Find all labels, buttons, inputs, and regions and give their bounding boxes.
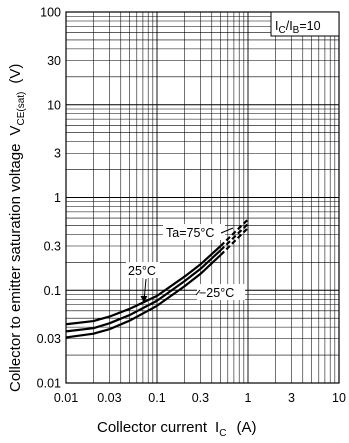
x-tick-labels: 0.01 0.03 0.1 0.3 1 3 10 [54,391,346,405]
leader-25-arrow [140,296,148,303]
x-tick-label: 3 [288,391,295,405]
y-tick-label: 0.03 [37,332,61,346]
plot-frame [65,11,340,384]
y-tick-label: 0.3 [44,239,61,253]
series-line-dashed-2 [219,227,249,256]
label-bg-75 [163,224,225,240]
curves [65,218,249,339]
y-tick-label: 3 [54,147,61,161]
condition-box [270,11,340,37]
y-axis-title: Collector to emitter saturation voltageV… [7,64,27,392]
grid [66,12,339,383]
series-label-75: Ta=75°C [166,226,214,240]
label-bg-25 [126,262,160,278]
y-tick-label: 1 [54,191,61,205]
series-line-0 [65,245,222,326]
x-axis-title: Collector current IC (A) [97,419,256,439]
x-tick-label: 10 [332,391,346,405]
series-line-dashed-0 [219,218,249,247]
x-tick-label: 0.3 [192,391,209,405]
y-tick-label: 30 [47,54,61,68]
series-line-dashed-1 [219,223,249,252]
y-tick-labels: 100 30 10 3 1 0.3 0.1 0.03 0.01 [37,6,61,391]
y-tick-label: 100 [40,6,61,20]
leader-75 [220,227,234,234]
x-tick-label: 0.1 [148,391,165,405]
series-line-1 [65,249,222,333]
series-line-2 [65,254,222,339]
x-tick-label: 1 [245,391,252,405]
y-tick-label: 0.01 [37,377,61,391]
series-label-25: 25°C [128,264,156,278]
y-tick-label: 10 [47,98,61,112]
leader-m25 [195,289,201,296]
condition-label: IC/IB=10 [275,19,321,36]
series-label-m25: −25°C [199,286,234,300]
x-tick-label: 0.03 [97,391,121,405]
x-tick-label: 0.01 [54,391,78,405]
label-bg-m25 [197,284,245,300]
y-tick-label: 0.1 [44,284,61,298]
